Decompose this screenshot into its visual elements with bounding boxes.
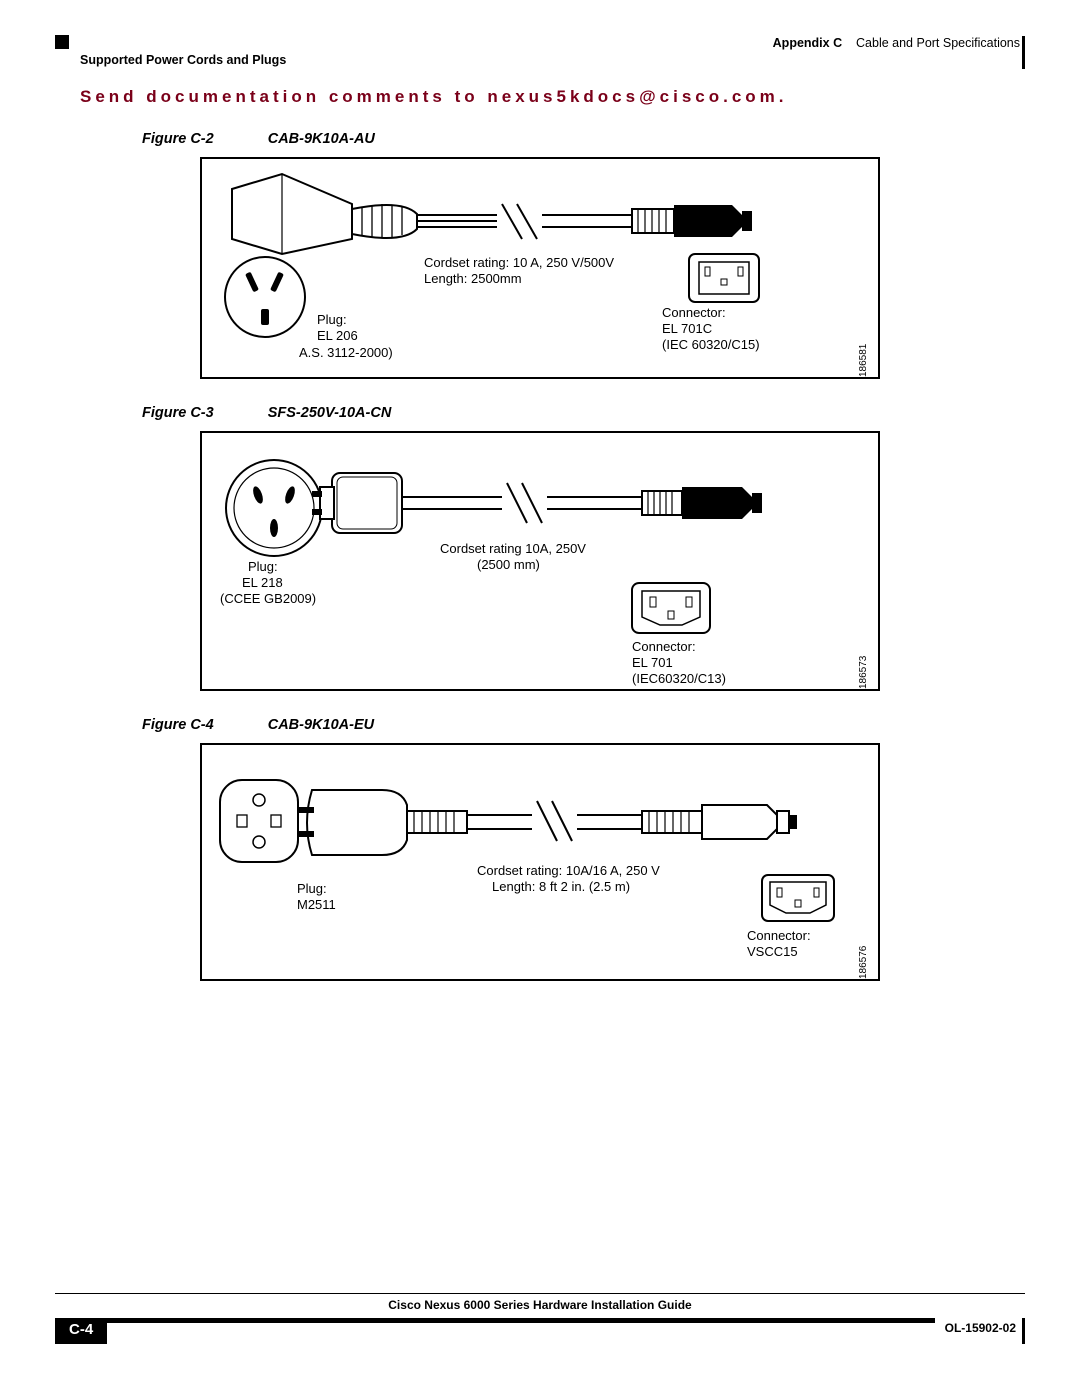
svg-text:Plug:: Plug: <box>248 559 278 574</box>
figure-ref: 186576 <box>858 946 869 979</box>
svg-text:Cordset rating 10A, 250V: Cordset rating 10A, 250V <box>440 541 586 556</box>
figure-number: Figure C-2 <box>142 131 214 147</box>
footer-bar: C-4 OL-15902-02 <box>55 1318 1025 1344</box>
figure-box: Cordset rating: 10A/16 A, 250 V Length: … <box>200 743 880 981</box>
svg-text:(2500 mm): (2500 mm) <box>477 557 540 572</box>
cordset-label: Cordset rating: 10 A, 250 V/500V <box>424 255 614 270</box>
svg-text:Plug:: Plug: <box>317 312 347 327</box>
figure-box: Cordset rating 10A, 250V (2500 mm) Plug:… <box>200 431 880 691</box>
svg-text:EL 206: EL 206 <box>317 328 358 343</box>
figure-title: SFS-250V-10A-CN <box>268 405 392 421</box>
svg-text:VSCC15: VSCC15 <box>747 944 798 959</box>
figure-caption: Figure C-2 CAB-9K10A-AU <box>142 131 1080 147</box>
page-number: C-4 <box>55 1318 107 1344</box>
svg-text:Connector:: Connector: <box>747 928 811 943</box>
svg-text:Cordset rating: 10A/16 A, 250: Cordset rating: 10A/16 A, 250 V <box>477 863 660 878</box>
figure-title: CAB-9K10A-EU <box>268 717 374 733</box>
figure-number: Figure C-4 <box>142 717 214 733</box>
header-right: Appendix C Cable and Port Specifications <box>773 36 1020 50</box>
chapter-title: Cable and Port Specifications <box>856 36 1020 50</box>
section-title: Supported Power Cords and Plugs <box>80 53 286 67</box>
appendix-label: Appendix C <box>773 36 842 50</box>
cable-diagram-icon: Cordset rating 10A, 250V (2500 mm) Plug:… <box>202 433 862 693</box>
svg-text:(IEC 60320/C15): (IEC 60320/C15) <box>662 337 760 352</box>
svg-text:Connector:: Connector: <box>662 305 726 320</box>
documentation-comment-line: Send documentation comments to nexus5kdo… <box>80 87 788 107</box>
figure-caption: Figure C-4 CAB-9K10A-EU <box>142 717 1080 733</box>
svg-text:Plug:: Plug: <box>297 881 327 896</box>
svg-text:EL 701C: EL 701C <box>662 321 712 336</box>
header-marker <box>55 35 69 49</box>
footer-doc-id: OL-15902-02 <box>935 1318 1022 1344</box>
cable-diagram-icon: Cordset rating: 10A/16 A, 250 V Length: … <box>202 745 862 983</box>
page-footer: Cisco Nexus 6000 Series Hardware Install… <box>55 1293 1025 1345</box>
footer-guide-title: Cisco Nexus 6000 Series Hardware Install… <box>55 1298 1025 1312</box>
cable-diagram-icon: Cordset rating: 10 A, 250 V/500V Length:… <box>202 159 862 381</box>
footer-line <box>107 1318 934 1344</box>
figure-title: CAB-9K10A-AU <box>268 131 375 147</box>
footer-rule <box>55 1293 1025 1294</box>
svg-text:M2511: M2511 <box>297 897 336 912</box>
page: Appendix C Cable and Port Specifications… <box>0 0 1080 1397</box>
header-vertical-bar <box>1022 36 1025 69</box>
figure-caption: Figure C-3 SFS-250V-10A-CN <box>142 405 1080 421</box>
footer-end-bar <box>1022 1318 1025 1344</box>
svg-text:Length: 8 ft 2 in. (2.5 m): Length: 8 ft 2 in. (2.5 m) <box>492 879 630 894</box>
figure-ref: 186573 <box>858 656 869 689</box>
figure-ref: 186581 <box>858 344 869 377</box>
svg-text:Length: 2500mm: Length: 2500mm <box>424 271 522 286</box>
svg-text:EL 701: EL 701 <box>632 655 673 670</box>
svg-text:EL 218: EL 218 <box>242 575 283 590</box>
figure-number: Figure C-3 <box>142 405 214 421</box>
svg-text:A.S. 3112-2000): A.S. 3112-2000) <box>299 345 393 360</box>
svg-text:(CCEE GB2009): (CCEE GB2009) <box>220 591 316 606</box>
content-area: Figure C-2 CAB-9K10A-AU <box>0 105 1080 981</box>
svg-text:Connector:: Connector: <box>632 639 696 654</box>
svg-text:(IEC60320/C13): (IEC60320/C13) <box>632 671 726 686</box>
figure-box: Cordset rating: 10 A, 250 V/500V Length:… <box>200 157 880 379</box>
